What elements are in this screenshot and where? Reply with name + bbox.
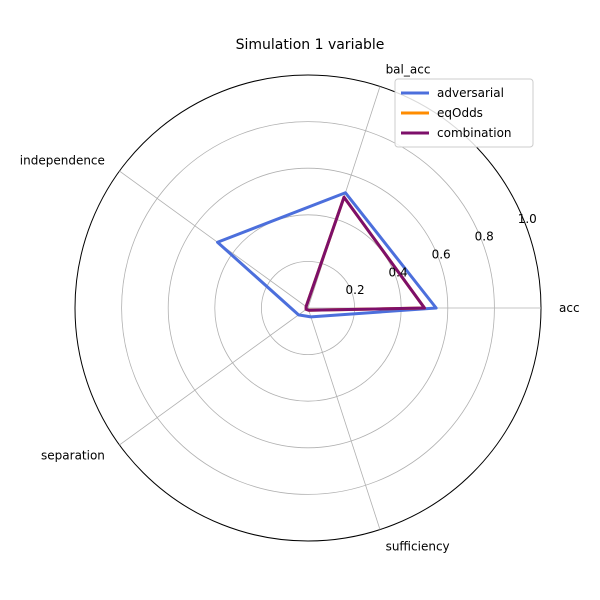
- radial-tick-label: 0.2: [346, 283, 365, 297]
- legend-entry-adversarial: adversarial: [437, 86, 504, 100]
- axis-labels: acc bal_acc independence separation sufficie…: [20, 62, 580, 553]
- axis-label-bal-acc: bal_acc: [386, 62, 431, 76]
- axis-label-acc: acc: [559, 301, 580, 315]
- chart-title: Simulation 1 variable: [236, 37, 385, 53]
- radial-tick-label: 0.6: [432, 248, 451, 262]
- radial-tick-labels: 0.2 0.4 0.6 0.8 1.0: [346, 212, 537, 297]
- grid-spoke: [119, 307, 309, 446]
- legend-box: [394, 78, 534, 148]
- radial-tick-label: 1.0: [518, 212, 537, 226]
- axis-label-separation: separation: [41, 449, 105, 463]
- radar-grid: [74, 74, 542, 542]
- series-line-adversarial: [216, 191, 438, 319]
- axis-label-sufficiency: sufficiency: [386, 540, 450, 554]
- series-lines: [216, 191, 438, 319]
- legend: adversarial eqOdds combination: [394, 78, 534, 148]
- grid-spoke: [119, 170, 309, 309]
- legend-entry-combination: combination: [437, 126, 512, 140]
- radial-tick-label: 0.8: [475, 230, 494, 244]
- radial-tick-label: 0.4: [389, 265, 408, 279]
- legend-entry-eqodds: eqOdds: [437, 106, 483, 120]
- grid-spoke: [307, 307, 381, 530]
- series-line-combination: [304, 195, 426, 312]
- axis-label-independence: independence: [20, 153, 105, 167]
